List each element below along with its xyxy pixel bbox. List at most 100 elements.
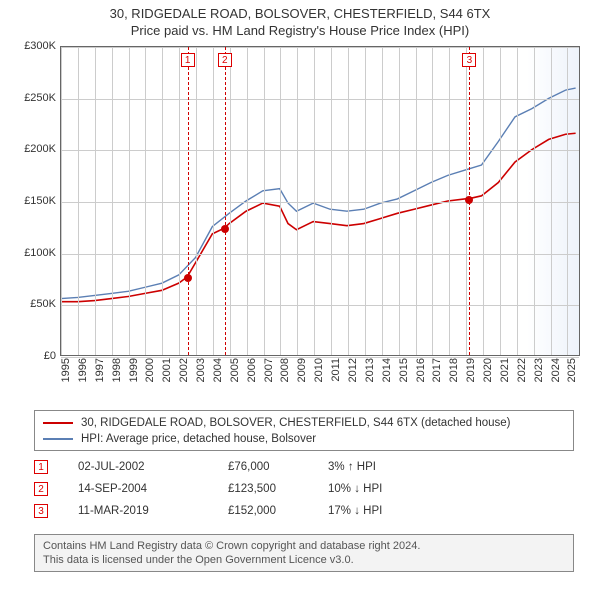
event-row-2: 2 14-SEP-2004£123,50010% ↓ HPI — [34, 478, 574, 500]
y-tick-label: £250K — [10, 92, 56, 104]
x-tick-label: 1998 — [111, 358, 123, 382]
legend-label: HPI: Average price, detached house, Bols… — [81, 431, 316, 447]
y-tick-label: £150K — [10, 195, 56, 207]
footer-line-1: Contains HM Land Registry data © Crown c… — [43, 539, 565, 553]
x-tick-label: 2005 — [229, 358, 241, 382]
gridline-v — [78, 47, 79, 355]
gridline-v — [129, 47, 130, 355]
chart-subtitle: Price paid vs. HM Land Registry's House … — [0, 23, 600, 38]
chart-title-block: 30, RIDGEDALE ROAD, BOLSOVER, CHESTERFIE… — [0, 0, 600, 38]
event-row-badge: 3 — [34, 504, 48, 518]
series-hpi — [61, 88, 576, 299]
attribution-footer: Contains HM Land Registry data © Crown c… — [34, 534, 574, 572]
event-line-2 — [225, 47, 226, 355]
y-tick-label: £0 — [10, 350, 56, 362]
legend-swatch — [43, 438, 73, 440]
event-marker-1 — [184, 274, 192, 282]
gridline-v — [399, 47, 400, 355]
x-tick-label: 2011 — [330, 358, 342, 382]
x-tick-label: 2004 — [212, 358, 224, 382]
gridline-v — [314, 47, 315, 355]
gridline-h — [61, 150, 579, 151]
plot-area: 1 2 3 — [60, 46, 580, 356]
event-row-badge: 1 — [34, 460, 48, 474]
x-tick-label: 2017 — [431, 358, 443, 382]
x-tick-label: 2023 — [533, 358, 545, 382]
gridline-v — [196, 47, 197, 355]
x-tick-label: 2006 — [246, 358, 258, 382]
x-tick-label: 2007 — [263, 358, 275, 382]
gridline-v — [264, 47, 265, 355]
event-row-diff: 3% ↑ HPI — [328, 461, 448, 473]
event-row-price: £76,000 — [228, 461, 328, 473]
x-tick-label: 2009 — [296, 358, 308, 382]
gridline-v — [416, 47, 417, 355]
gridline-v — [179, 47, 180, 355]
gridline-v — [95, 47, 96, 355]
gridline-v — [567, 47, 568, 355]
x-tick-label: 1997 — [94, 358, 106, 382]
event-row-3: 3 11-MAR-2019£152,00017% ↓ HPI — [34, 500, 574, 522]
chart-area: 123 £0£50K£100K£150K£200K£250K£300K19951… — [10, 46, 590, 402]
x-tick-label: 2001 — [161, 358, 173, 382]
legend-row: HPI: Average price, detached house, Bols… — [43, 431, 565, 447]
gridline-v — [247, 47, 248, 355]
x-tick-label: 2016 — [415, 358, 427, 382]
gridline-v — [365, 47, 366, 355]
event-line-1 — [188, 47, 189, 355]
x-tick-label: 2021 — [499, 358, 511, 382]
x-tick-label: 2002 — [178, 358, 190, 382]
x-tick-label: 1996 — [77, 358, 89, 382]
x-tick-label: 2000 — [144, 358, 156, 382]
gridline-v — [432, 47, 433, 355]
gridline-h — [61, 99, 579, 100]
event-row-diff: 10% ↓ HPI — [328, 483, 448, 495]
x-tick-label: 2022 — [516, 358, 528, 382]
gridline-v — [449, 47, 450, 355]
gridline-h — [61, 305, 579, 306]
gridline-h — [61, 47, 579, 48]
x-tick-label: 2003 — [195, 358, 207, 382]
events-table: 1 02-JUL-2002£76,0003% ↑ HPI 2 14-SEP-2004£… — [34, 456, 574, 522]
x-tick-label: 2020 — [482, 358, 494, 382]
gridline-v — [331, 47, 332, 355]
gridline-v — [297, 47, 298, 355]
event-row-price: £152,000 — [228, 505, 328, 517]
event-row-badge: 2 — [34, 482, 48, 496]
gridline-v — [483, 47, 484, 355]
series-price_paid — [61, 133, 576, 301]
event-badge-2: 2 — [218, 53, 232, 67]
x-tick-label: 2013 — [364, 358, 376, 382]
legend-label: 30, RIDGEDALE ROAD, BOLSOVER, CHESTERFIE… — [81, 415, 511, 431]
x-tick-label: 1999 — [128, 358, 140, 382]
event-row-date: 02-JUL-2002 — [78, 461, 228, 473]
event-marker-3 — [465, 196, 473, 204]
event-badge-3: 3 — [462, 53, 476, 67]
gridline-v — [348, 47, 349, 355]
gridline-v — [145, 47, 146, 355]
gridline-v — [517, 47, 518, 355]
event-row-1: 1 02-JUL-2002£76,0003% ↑ HPI — [34, 456, 574, 478]
x-tick-label: 2012 — [347, 358, 359, 382]
x-tick-label: 2014 — [381, 358, 393, 382]
x-tick-label: 2019 — [465, 358, 477, 382]
x-tick-label: 2015 — [398, 358, 410, 382]
event-row-price: £123,500 — [228, 483, 328, 495]
gridline-v — [500, 47, 501, 355]
gridline-v — [280, 47, 281, 355]
gridline-v — [112, 47, 113, 355]
gridline-v — [551, 47, 552, 355]
footer-line-2: This data is licensed under the Open Gov… — [43, 553, 565, 567]
y-tick-label: £300K — [10, 40, 56, 52]
event-row-date: 14-SEP-2004 — [78, 483, 228, 495]
event-row-date: 11-MAR-2019 — [78, 505, 228, 517]
legend-swatch — [43, 422, 73, 424]
event-row-diff: 17% ↓ HPI — [328, 505, 448, 517]
gridline-v — [382, 47, 383, 355]
gridline-v — [61, 47, 62, 355]
x-tick-label: 2025 — [566, 358, 578, 382]
event-badge-1: 1 — [181, 53, 195, 67]
gridline-v — [162, 47, 163, 355]
gridline-v — [230, 47, 231, 355]
chart-title: 30, RIDGEDALE ROAD, BOLSOVER, CHESTERFIE… — [0, 6, 600, 21]
